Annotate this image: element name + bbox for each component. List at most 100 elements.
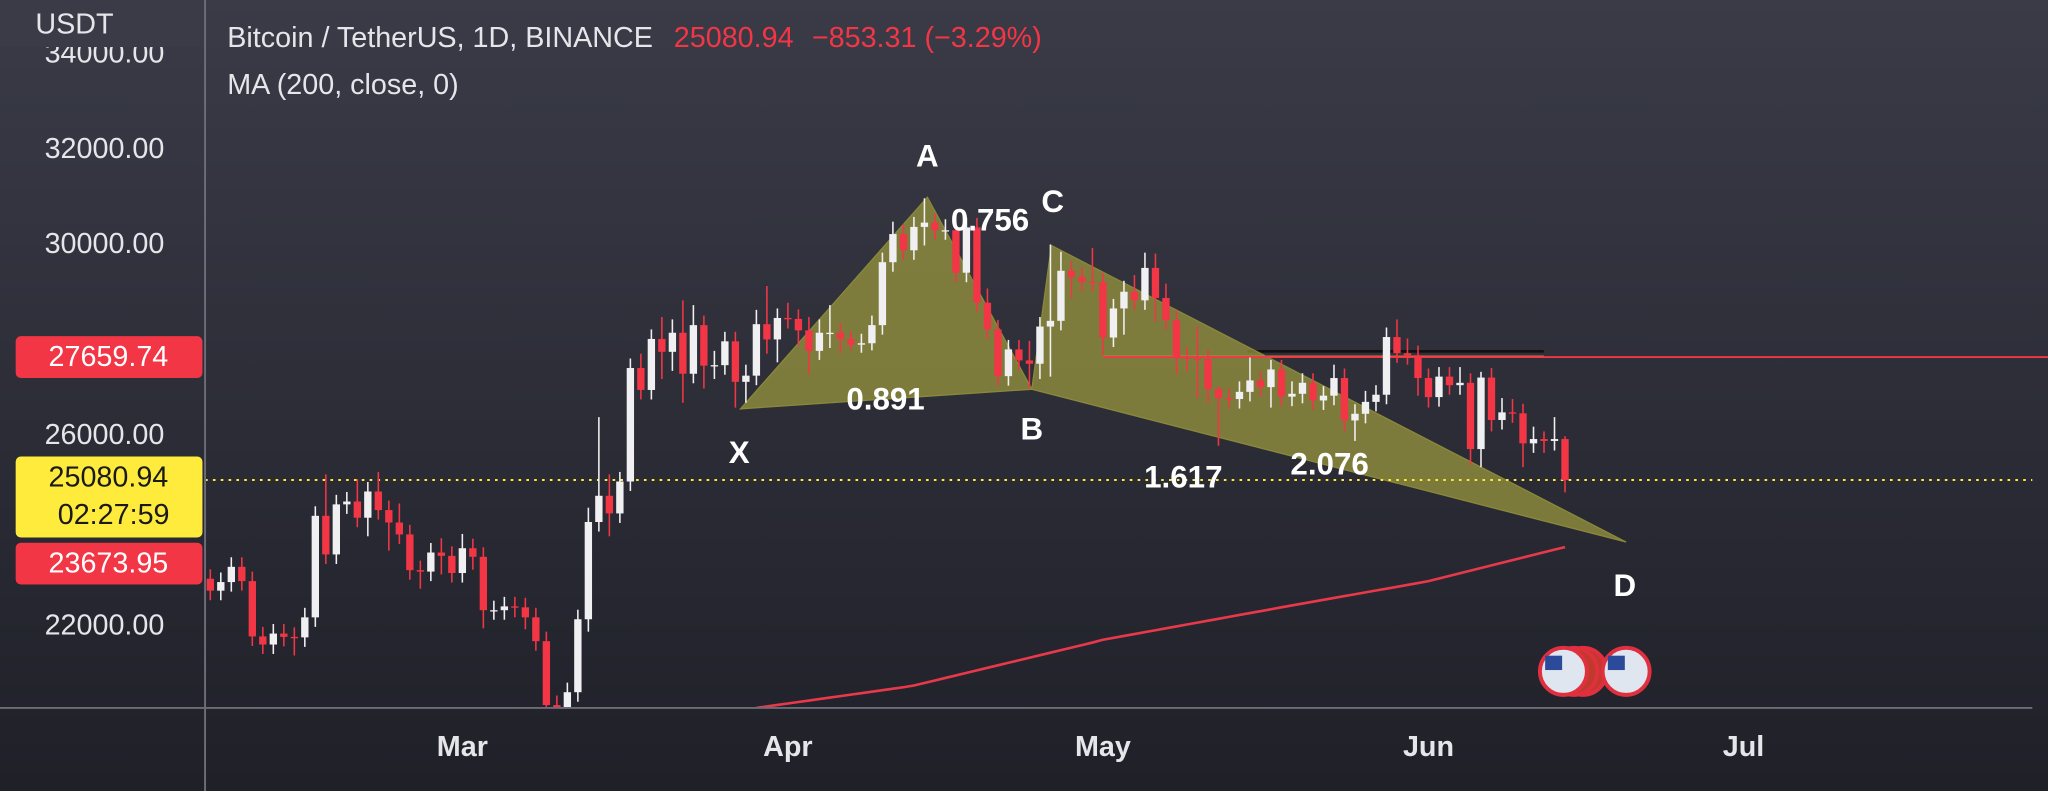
candle-body <box>1372 394 1380 402</box>
candle-body <box>1267 369 1275 388</box>
candle-body <box>973 227 981 303</box>
candle-body <box>542 641 551 706</box>
price-label-box <box>15 542 203 585</box>
candle-body <box>647 338 656 390</box>
candle-body <box>742 375 750 382</box>
pattern-ratio: 0.891 <box>846 381 924 416</box>
event-icon[interactable] <box>1600 645 1652 697</box>
candle-body <box>1309 382 1317 401</box>
pattern-ratio: 1.617 <box>1144 460 1222 495</box>
candle-body <box>1424 378 1433 398</box>
candle-body <box>1256 380 1265 388</box>
candle-body <box>385 510 393 523</box>
symbol: Bitcoin / TetherUS, 1D, BINANCE <box>227 22 653 54</box>
candle-body <box>889 234 897 263</box>
candle-body <box>584 522 593 620</box>
candle-body <box>857 343 866 345</box>
pattern-ratio: 2.076 <box>1290 447 1368 482</box>
event-icons[interactable] <box>1537 645 1652 697</box>
pattern-point: A <box>916 138 939 173</box>
y-tick-label: 32000.00 <box>45 133 165 165</box>
candle-body <box>731 341 740 382</box>
candle-body <box>532 617 540 642</box>
candle-body <box>1162 297 1170 321</box>
candle-body <box>574 619 582 693</box>
event-icon[interactable] <box>1537 645 1589 697</box>
candle-body <box>1382 337 1391 395</box>
pattern-point: B <box>1021 411 1044 446</box>
candle-body <box>332 504 341 555</box>
candle-body <box>637 368 645 390</box>
candle-body <box>700 325 708 366</box>
countdown: 02:27:59 <box>58 499 170 531</box>
candle-body <box>1403 353 1412 356</box>
candle-body <box>1214 389 1223 399</box>
candle-body <box>752 324 761 376</box>
pattern-point: C <box>1041 184 1064 219</box>
candle-body <box>458 548 467 574</box>
candle-body <box>815 332 824 351</box>
candle-body <box>1025 360 1034 364</box>
candle-body <box>1277 369 1286 397</box>
candle-body <box>668 332 677 352</box>
candle-body <box>563 692 572 708</box>
y-tick-label: 22000.00 <box>45 609 165 641</box>
candle-body <box>847 338 855 345</box>
candle-body <box>784 317 792 320</box>
candle-body <box>1330 378 1338 396</box>
candle-body <box>1519 413 1527 444</box>
candle-body <box>259 636 267 645</box>
candle-body <box>1477 377 1485 450</box>
pattern-bcd <box>1031 244 1627 543</box>
candle-body <box>1246 380 1254 392</box>
candle-body <box>1204 358 1212 390</box>
candle-body <box>301 617 309 638</box>
x-tick-label: Jun <box>1403 731 1454 763</box>
candle-body <box>1361 401 1370 414</box>
price-label-box <box>15 456 203 538</box>
candle-body <box>206 578 214 591</box>
candle-body <box>605 495 614 514</box>
candle-body <box>1057 270 1065 321</box>
candle-body <box>983 302 992 330</box>
price-change: −853.31 (−3.29%) <box>812 22 1042 54</box>
candle-body <box>469 548 477 557</box>
candle-body <box>826 332 834 335</box>
candle-body <box>364 491 372 518</box>
candle-body <box>920 222 929 227</box>
candle-body <box>479 556 488 611</box>
candle-body <box>1456 382 1464 386</box>
candle-body <box>248 581 256 637</box>
candle-body <box>1529 439 1538 444</box>
candle-body <box>1183 357 1191 359</box>
candle-body <box>616 481 624 514</box>
currency: USDT <box>35 9 113 41</box>
candle-body <box>910 226 918 251</box>
flag-canton <box>1607 655 1625 671</box>
candle-body <box>1015 349 1023 361</box>
candle-body <box>878 262 887 326</box>
candle-body <box>269 633 277 645</box>
candle-body <box>994 329 1002 377</box>
candle-body <box>217 582 225 591</box>
price-label: 25080.94 <box>49 461 169 493</box>
candle-body <box>1141 267 1149 301</box>
candle-body <box>280 633 288 637</box>
candle-body <box>490 610 498 612</box>
candle-body <box>899 234 908 251</box>
candle-body <box>1340 378 1349 421</box>
candle-body <box>1561 439 1569 481</box>
candle-body <box>427 552 435 572</box>
candle-body <box>868 325 876 344</box>
pattern-point: D <box>1614 568 1637 603</box>
candle-body <box>1130 291 1139 301</box>
candle-body <box>521 607 530 618</box>
candle-body <box>658 338 666 352</box>
candle-body <box>721 341 729 366</box>
candle-body <box>1319 395 1328 401</box>
candle-body <box>1550 439 1559 441</box>
candle-body <box>1235 391 1244 400</box>
